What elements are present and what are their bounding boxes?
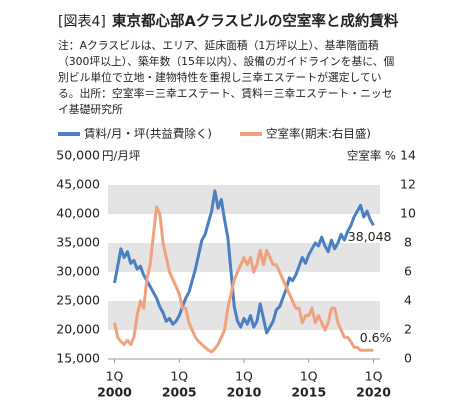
y2-tick-label: 6 <box>404 264 412 279</box>
value-label: 38,048 <box>348 229 392 244</box>
y-tick-label: 30,000 <box>56 264 100 279</box>
x-quarter-label: 1Q <box>170 369 188 384</box>
grid-band <box>108 156 380 185</box>
x-tick-label: 2020 <box>356 385 391 400</box>
y2-label: 空室率 % <box>347 149 396 163</box>
y2-tick-label: 10 <box>400 206 416 221</box>
y-tick-label: 25,000 <box>56 293 100 308</box>
note-line: イ基礎研究所 <box>58 102 123 116</box>
legend-label: 空室率(期末:右目盛) <box>266 127 371 141</box>
x-tick-label: 2015 <box>291 385 326 400</box>
y2-tick-label: 8 <box>404 235 412 250</box>
y-tick-label: 40,000 <box>56 206 100 221</box>
series-line <box>113 205 374 354</box>
note-line: 注：Aクラスビルは、エリア、延床面積（1万坪以上）、基準階面積 <box>58 38 379 52</box>
chart-title: 東京都心部Aクラスビルの空室率と成約賃料 <box>112 12 399 30</box>
y-tick-label: 15,000 <box>56 351 100 366</box>
y2-tick-label: 0 <box>404 351 412 366</box>
legend-label: 賃料/月・坪(共益費除く) <box>84 127 212 141</box>
y-tick-label: 20,000 <box>56 322 100 337</box>
grid-band <box>108 330 380 359</box>
grid-band <box>108 301 380 330</box>
x-tick-label: 2010 <box>227 385 262 400</box>
x-quarter-label: 1Q <box>106 369 124 384</box>
value-label: 0.6% <box>360 330 392 345</box>
x-tick-label: 2005 <box>162 385 197 400</box>
y2-tick-label: 14 <box>400 148 416 163</box>
y-tick-label: 35,000 <box>56 235 100 250</box>
y2-tick-label: 2 <box>404 322 412 337</box>
note-line: （300坪以上）、築年数（15年以内）、設備のガイドラインを基に、個 <box>58 54 394 68</box>
series-line <box>113 189 375 335</box>
grid-band <box>108 185 380 214</box>
y-tick-label: 50,000 <box>56 148 100 163</box>
grid-band <box>108 272 380 301</box>
y-tick-label: 45,000 <box>56 177 100 192</box>
x-quarter-label: 1Q <box>300 369 318 384</box>
title-prefix: [図表4] <box>58 14 106 30</box>
note-line: 別ビル単位で立地・建物特性を重視し三幸エステートが選定してい <box>58 70 382 84</box>
note-line: る。出所：空室率＝三幸エステート、賃料＝三幸エステート・ニッセ <box>58 86 392 100</box>
y2-tick-label: 4 <box>404 293 412 308</box>
y2-tick-label: 12 <box>400 177 416 192</box>
y-unit: 円/月坪 <box>102 149 141 163</box>
x-quarter-label: 1Q <box>365 369 383 384</box>
x-quarter-label: 1Q <box>235 369 253 384</box>
x-tick-label: 2000 <box>97 385 132 400</box>
